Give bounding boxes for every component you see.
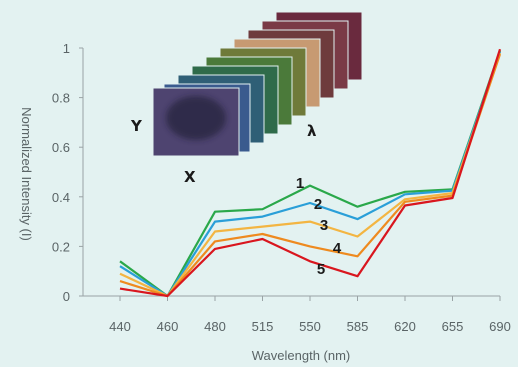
x-tick-label: 515 [252, 319, 274, 334]
x-ticks: 440 460 480 515 550 585 620 655 690 [109, 296, 511, 334]
y-ticks: 0 0.2 0.4 0.6 0.8 1 [52, 41, 83, 304]
series-labels: 12 345 [296, 175, 342, 278]
x-tick-label: 655 [442, 319, 464, 334]
x-tick-label: 440 [109, 319, 131, 334]
series-line-2 [119, 51, 502, 298]
series-line-3 [119, 52, 502, 298]
x-axis-title: Wavelength (nm) [252, 348, 351, 363]
axes [82, 48, 500, 297]
y-tick-label: 1 [63, 41, 70, 56]
y-tick-label: 0.8 [52, 91, 70, 106]
series-line-5 [119, 48, 502, 298]
x-tick-label: 550 [299, 319, 321, 334]
x-tick-label: 460 [157, 319, 179, 334]
series-label-1: 1 [296, 175, 304, 192]
series-lines [119, 48, 502, 298]
y-tick-label: 0.2 [52, 239, 70, 254]
y-tick-label: 0 [63, 289, 70, 304]
series-label-2: 2 [314, 196, 322, 213]
x-tick-label: 480 [204, 319, 226, 334]
image-dark-region [166, 96, 226, 140]
series-label-5: 5 [317, 261, 325, 278]
cube-y-label: Y [130, 117, 143, 135]
series-line-1 [119, 50, 502, 298]
series-line-4 [119, 53, 502, 298]
hyperspectral-cube-image [152, 11, 363, 157]
series-label-4: 4 [333, 240, 342, 257]
cube-lambda-label: λ [307, 122, 317, 140]
x-tick-label: 585 [347, 319, 369, 334]
x-tick-label: 690 [489, 319, 511, 334]
series-label-3: 3 [320, 217, 328, 234]
x-tick-label: 620 [394, 319, 416, 334]
y-tick-label: 0.6 [52, 140, 70, 155]
y-tick-label: 0.4 [52, 190, 70, 205]
cube-x-label: X [184, 168, 196, 186]
y-axis-title: Normalized Intensity (I) [19, 107, 34, 241]
